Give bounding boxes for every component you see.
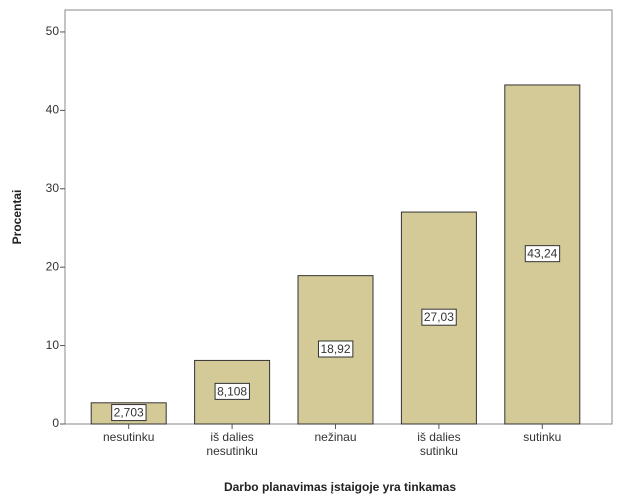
y-tick-label: 30	[46, 181, 60, 195]
y-tick-label: 40	[46, 103, 60, 117]
y-tick-label: 10	[46, 338, 60, 352]
value-label-box	[111, 404, 147, 422]
value-label: 27,03	[424, 310, 454, 324]
value-label-box	[317, 340, 354, 358]
y-axis-title: Procentai	[10, 190, 24, 245]
value-label: 18,92	[320, 342, 350, 356]
x-tick-label: nežinau	[314, 430, 356, 444]
value-label-box	[421, 308, 457, 326]
value-label: 2,703	[114, 406, 144, 420]
y-tick-label: 0	[52, 416, 59, 430]
value-label: 8,108	[217, 384, 247, 398]
y-tick-label: 20	[46, 259, 60, 273]
x-tick-label: iš dalies nesutinku	[206, 430, 257, 458]
x-axis-title: Darbo planavimas įstaigoje yra tinkamas	[224, 480, 456, 494]
value-label: 43,24	[527, 247, 557, 261]
x-tick-label: sutinku	[523, 430, 561, 444]
value-label-box	[524, 245, 561, 263]
y-tick-label: 50	[46, 24, 60, 38]
value-label-box	[214, 382, 250, 400]
x-tick-label: iš dalies sutinku	[417, 430, 460, 458]
x-tick-label: nesutinku	[103, 430, 154, 444]
